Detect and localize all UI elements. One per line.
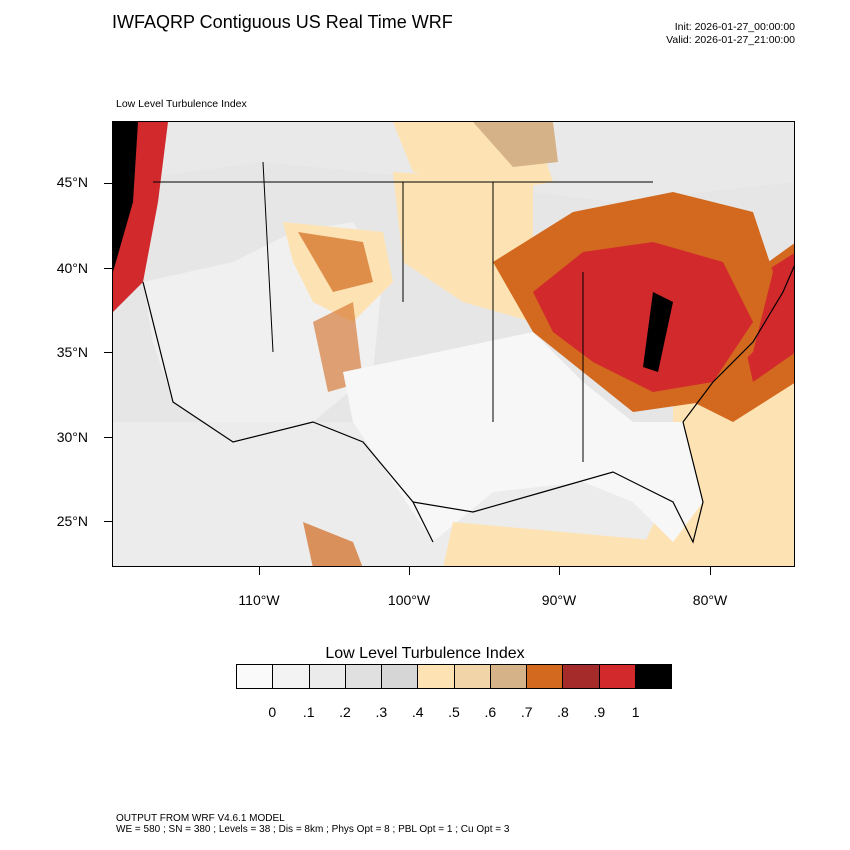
turbulence-map [113,122,794,566]
colorbar-swatch [490,665,527,688]
lat-label: 40°N [56,260,88,276]
map-panel [112,121,795,567]
colorbar-swatch [635,665,671,688]
colorbar-swatch [382,665,419,688]
init-time: Init: 2026-01-27_00:00:00 [674,21,795,33]
run-times: Init: 2026-01-27_00:00:00 Valid: 2026-01… [666,21,795,47]
lon-tick [559,567,560,575]
colorbar-swatch [563,665,600,688]
appalachian-black [643,292,673,372]
colorbar-label: .3 [375,704,388,720]
mexico-region [193,422,443,566]
model-config: WE = 580 ; SN = 380 ; Levels = 38 ; Dis … [116,824,510,835]
colorbar-swatch [527,665,564,688]
lon-label: 90°W [541,592,577,608]
colorbar-swatch [599,665,636,688]
atlantic-coastline [682,265,794,423]
canada-brown [473,122,558,167]
lon-tick [259,567,260,575]
colorbar-label: 0 [268,704,277,720]
model-version: OUTPUT FROM WRF V4.6.1 MODEL [116,813,285,824]
lat-tick [104,521,112,522]
plains-tan [393,172,533,322]
colorbar-swatch [418,665,455,688]
lat-label: 35°N [56,344,88,360]
pacific-northwest-black [113,122,138,272]
colorbar-label: .8 [557,704,569,720]
colorbar-label: .6 [484,704,497,720]
rockies-orange [298,232,373,292]
rockies-south-orange [313,302,363,392]
lat-tick [104,352,112,353]
lat-tick [104,437,112,438]
valid-time: Valid: 2026-01-27_21:00:00 [666,34,795,46]
colorbar-label: .1 [302,704,315,720]
colorbar-title: Low Level Turbulence Index [325,645,525,662]
field-name: Low Level Turbulence Index [116,98,247,110]
colorbar-label: .5 [448,704,460,720]
gulf-coastline [412,421,704,544]
lat-tick [104,268,112,269]
model-info: OUTPUT FROM WRF V4.6.1 MODEL WE = 580 ; … [116,813,509,835]
colorbar [236,664,672,689]
colorbar-swatch [309,665,346,688]
lat-label: 45°N [56,174,88,190]
colorbar-swatch [345,665,382,688]
colorbar-label: .9 [593,704,606,720]
southern-plains-gray [343,332,703,542]
colorbar-swatch [454,665,491,688]
colorbar-label: .2 [339,704,351,720]
lat-label: 30°N [56,429,88,445]
lon-label: 110°W [238,592,280,608]
mexico-orange [303,522,363,566]
gulf-tan [443,522,673,566]
plot-title: IWFAQRP Contiguous US Real Time WRF [112,12,453,32]
lon-label: 80°W [692,592,728,608]
lon-tick [710,567,711,575]
lat-label: 25°N [56,513,88,529]
colorbar-label: .7 [520,704,533,720]
colorbar-label: .4 [411,704,424,720]
lon-label: 100°W [387,592,431,608]
colorbar-swatch [273,665,310,688]
state-borders [153,161,653,462]
east-red [533,242,753,392]
lon-tick [409,567,410,575]
lat-tick [104,183,112,184]
colorbar-labels: 0 .1 .2 .3 .4 .5 .6 .7 .8 .9 1 [236,704,672,724]
colorbar-label: 1 [631,704,640,720]
colorbar-swatch [237,665,274,688]
